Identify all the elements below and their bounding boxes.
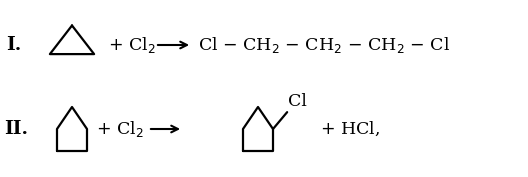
Text: Cl: Cl: [288, 93, 307, 110]
Text: $+$ HCl,: $+$ HCl,: [320, 120, 380, 138]
Text: Cl $-$ CH$_2$ $-$ CH$_2$ $-$ CH$_2$ $-$ Cl: Cl $-$ CH$_2$ $-$ CH$_2$ $-$ CH$_2$ $-$ …: [198, 35, 450, 55]
Text: I.: I.: [6, 36, 21, 54]
Text: $+$ Cl$_2$: $+$ Cl$_2$: [96, 119, 144, 139]
Text: II.: II.: [4, 120, 28, 138]
Text: $+$ Cl$_2$: $+$ Cl$_2$: [108, 35, 156, 55]
